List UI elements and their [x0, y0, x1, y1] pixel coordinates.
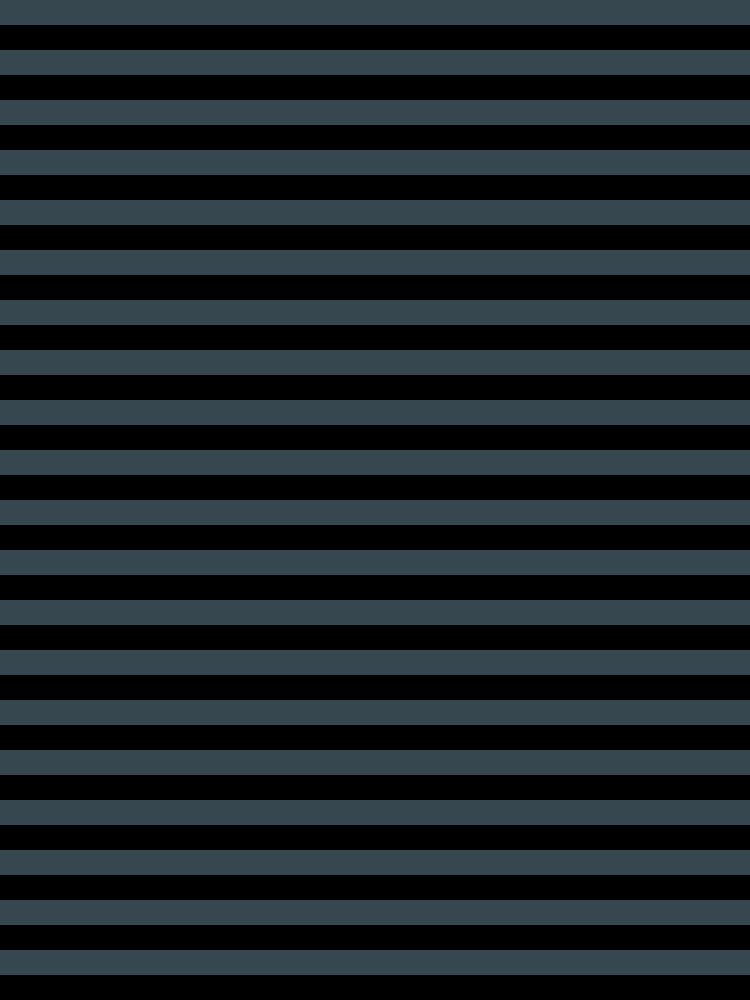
- page: [0, 0, 750, 1000]
- striped-background: [0, 0, 750, 1000]
